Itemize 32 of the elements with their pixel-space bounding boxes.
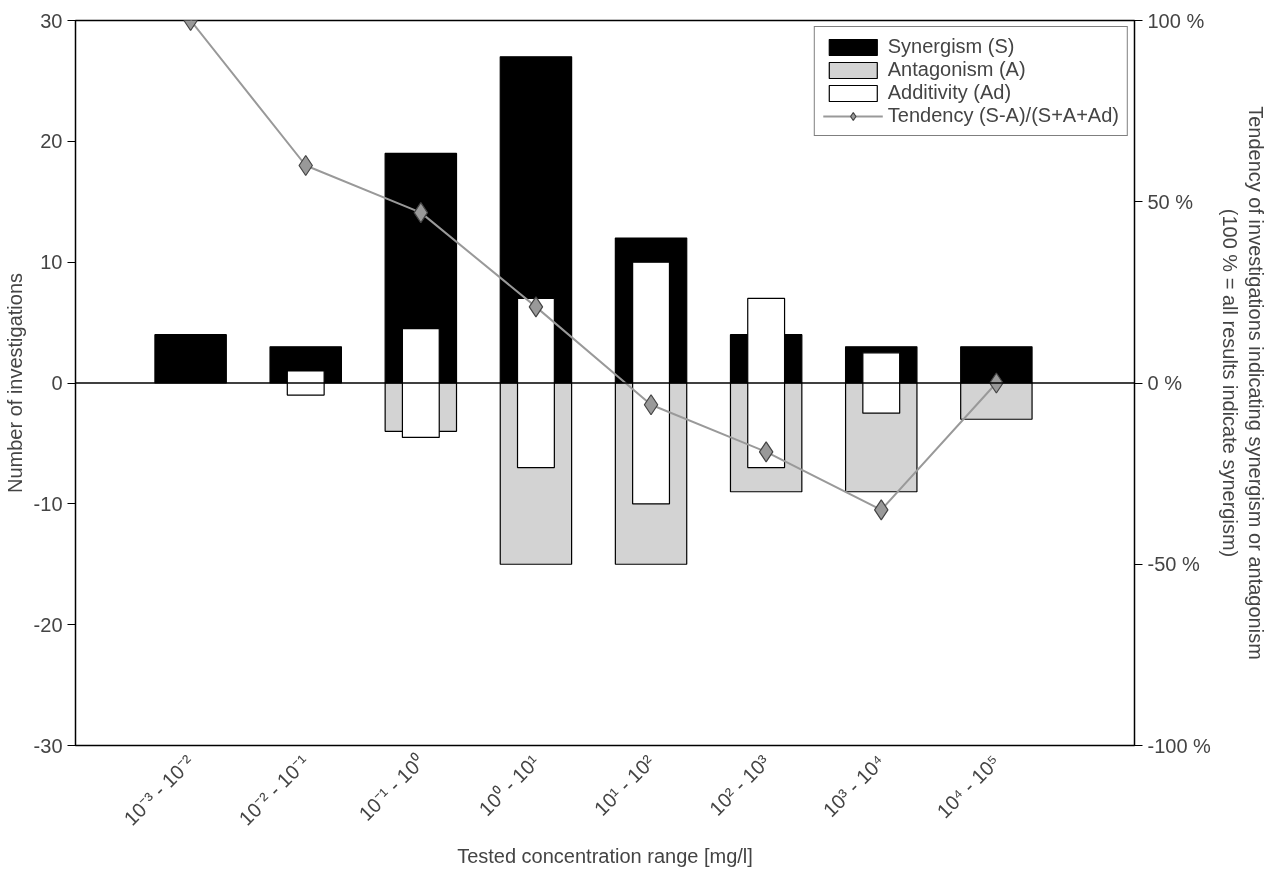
y-tick-label: -20 (33, 613, 63, 636)
y2-axis-title: Tendency of investigations indicating synergism or antagonism (100 % = all results indicate synergism) (1218, 106, 1268, 660)
y-tick-label: -10 (33, 492, 63, 515)
y2-tick-label: -50 % (1147, 553, 1200, 576)
x-tick-label: 10³ - 10⁴ (818, 750, 890, 822)
y-axis-title: Number of investigations (3, 272, 26, 494)
y-tick-label: 0 (51, 372, 63, 394)
legend-label: Antagonism (A) (887, 58, 1026, 81)
x-tick-label: 10⁻¹ - 10⁰ (354, 750, 429, 825)
y-tick-label: 10 (40, 251, 63, 274)
x-axis-title: Tested concentration range [mg/l] (457, 845, 753, 868)
x-tick-label: 10⁻³ - 10⁻² (119, 750, 199, 830)
legend-label: Tendency (S-A)/(S+A+Ad) (887, 104, 1119, 127)
y2-tick-label: 0 % (1147, 372, 1183, 394)
x-tick-label: 10⁻² - 10⁻¹ (234, 750, 314, 830)
y-tick-label: -30 (33, 734, 63, 757)
legend-label: Additivity (Ad) (887, 81, 1012, 104)
x-tick-label: 10⁴ - 10⁵ (932, 750, 1005, 823)
point (643, 394, 659, 416)
y2-tick-label: -100 % (1147, 734, 1212, 757)
y2-tick-label: 50 % (1147, 190, 1194, 213)
legend-label: Synergism (S) (887, 35, 1015, 58)
x-tick-label: 10¹ - 10² (589, 750, 660, 820)
y-tick-label: 20 (40, 130, 63, 153)
x-tick-label: 10² - 10³ (704, 750, 775, 820)
y2-tick-label: 100 % (1147, 9, 1205, 32)
point (873, 499, 889, 521)
y-tick-label: 30 (40, 9, 63, 32)
x-tick-label: 10⁰ - 10¹ (474, 750, 544, 820)
point (758, 441, 774, 463)
point (413, 202, 429, 224)
point (528, 296, 544, 318)
